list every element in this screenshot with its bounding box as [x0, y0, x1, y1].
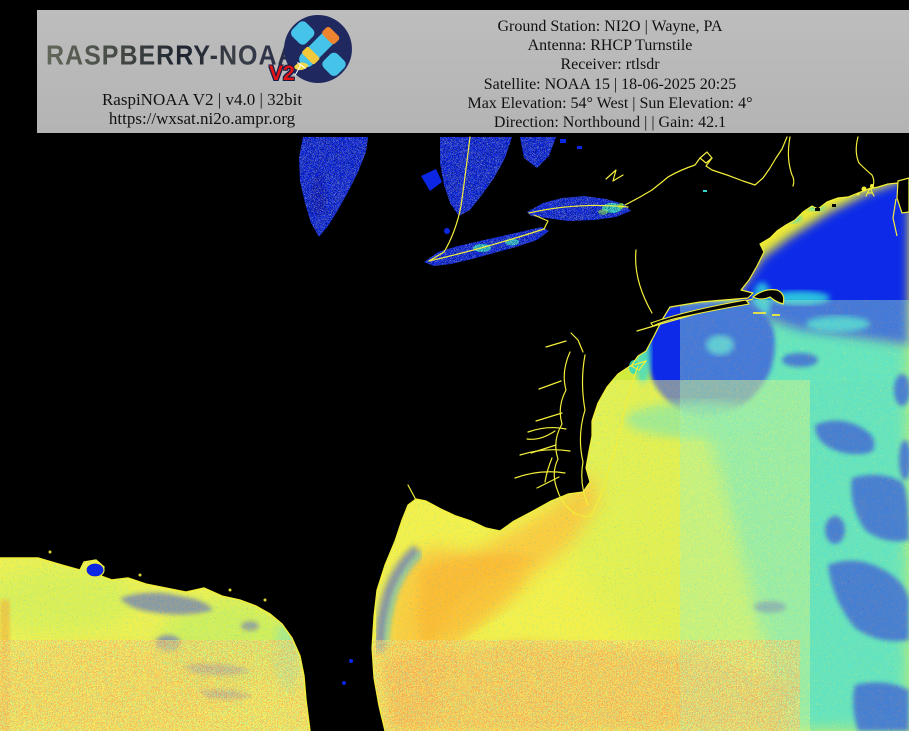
pass-info-elevation: Max Elevation: 54° West | Sun Elevation:… — [467, 94, 753, 112]
logo-wordmark: RASPBERRY-NOAA — [46, 40, 297, 72]
atlantic-ocean-region — [372, 180, 909, 731]
long-island — [650, 299, 750, 327]
land-overlays — [342, 177, 909, 685]
logo-version-badge: V2 — [269, 62, 295, 85]
pass-info-satellite: Satellite: NOAA 15 | 18-06-2025 20:25 — [483, 75, 737, 93]
pass-info-receiver: Receiver: rtlsdr — [560, 56, 660, 74]
pass-info: Ground Station: NI2O | Wayne, PA Antenna… — [370, 17, 850, 132]
satellite-icon — [284, 15, 352, 83]
station-branding: RASPBERRY-NOAA V2 RaspiNOAA V2 | v4.0 | … — [37, 10, 367, 133]
nova-scotia — [896, 177, 909, 214]
station-url: https://wxsat.ni2o.ampr.org — [108, 109, 296, 128]
raspberry-noaa-logo: RASPBERRY-NOAA V2 — [37, 10, 367, 88]
pass-info-ground-station: Ground Station: NI2O | Wayne, PA — [497, 18, 723, 35]
pass-info-direction-gain: Direction: Northbound | | Gain: 42.1 — [493, 114, 727, 132]
cape-cod — [751, 289, 785, 305]
header-banner: RASPBERRY-NOAA V2 RaspiNOAA V2 | v4.0 | … — [37, 10, 909, 133]
app-version-line: RaspiNOAA V2 | v4.0 | 32bit — [101, 90, 303, 109]
pass-info-antenna: Antenna: RHCP Turnstile — [527, 37, 693, 55]
